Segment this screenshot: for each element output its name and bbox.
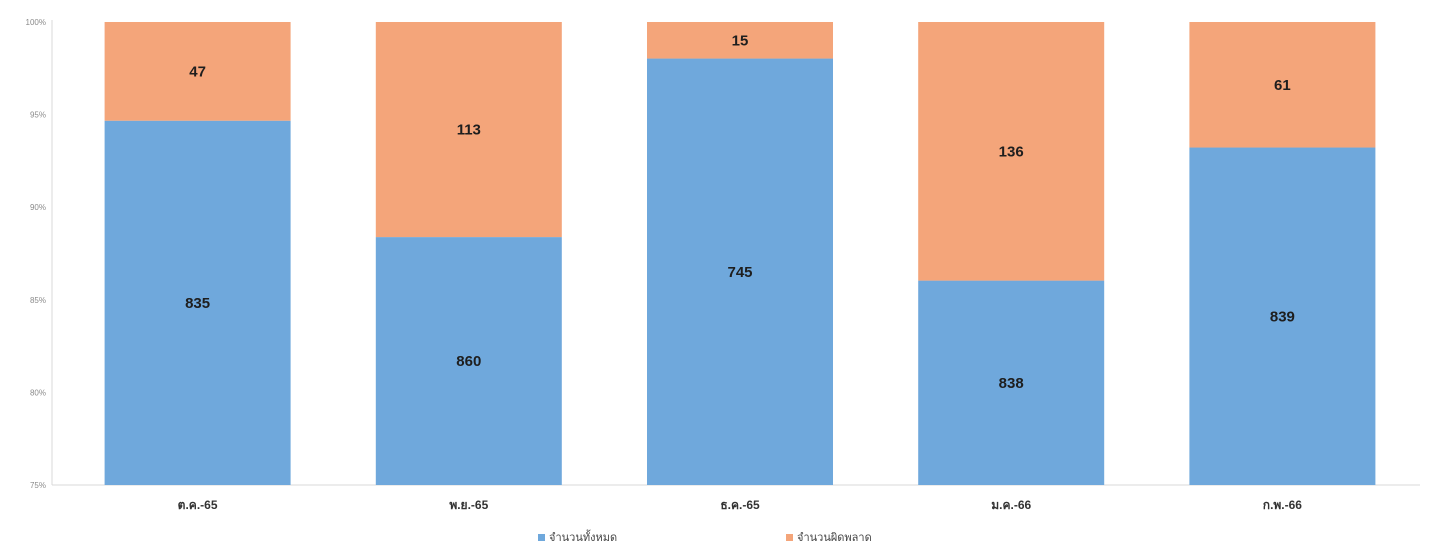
y-tick-label: 85%: [30, 296, 46, 305]
y-tick-label: 75%: [30, 481, 46, 490]
bar-segment-total: [104, 120, 291, 486]
category-label: ธ.ค.-65: [720, 498, 760, 512]
data-label: 860: [456, 353, 481, 370]
data-label: 839: [1270, 308, 1295, 325]
data-label: 61: [1274, 77, 1291, 94]
legend-swatch-total: [538, 534, 545, 541]
bar-segment-error: [918, 22, 1105, 281]
category-label: พ.ย.-65: [449, 498, 488, 512]
data-label: 47: [189, 63, 206, 80]
data-label: 15: [732, 32, 749, 49]
category-label: ม.ค.-66: [991, 498, 1031, 512]
legend-swatch-error: [786, 534, 793, 541]
bar-segment-error: [375, 22, 562, 238]
data-label: 745: [727, 264, 752, 281]
bar-segment-error: [104, 22, 291, 121]
bar-segment-total: [1189, 147, 1376, 485]
y-tick-label: 95%: [30, 111, 46, 120]
legend-label-total: จำนวนทั้งหมด: [549, 529, 617, 544]
bars: [104, 22, 1376, 486]
y-tick-label: 80%: [30, 388, 46, 397]
data-label: 136: [999, 143, 1024, 160]
bar-segment-error: [647, 22, 833, 59]
bar-segment-total: [647, 58, 833, 485]
category-label: ต.ค.-65: [178, 498, 218, 512]
bar-segment-total: [375, 237, 562, 485]
bar-segment-total: [918, 280, 1105, 485]
legend: จำนวนทั้งหมด จำนวนผิดพลาด: [538, 529, 872, 544]
category-labels: ต.ค.-65 พ.ย.-65 ธ.ค.-65 ม.ค.-66 ก.พ.-66: [178, 498, 1303, 512]
data-label: 838: [999, 375, 1024, 392]
legend-label-error: จำนวนผิดพลาด: [797, 532, 872, 544]
data-labels: 835 47 860 113 745 15 838 136 839 61: [185, 32, 1295, 392]
y-tick-label: 90%: [30, 203, 46, 212]
data-label: 113: [457, 122, 481, 139]
data-label: 835: [185, 295, 210, 312]
category-label: ก.พ.-66: [1263, 498, 1303, 512]
y-tick-labels: 75% 80% 85% 90% 95% 100%: [26, 18, 46, 490]
y-tick-label: 100%: [26, 18, 46, 27]
bar-segment-error: [1189, 22, 1376, 148]
